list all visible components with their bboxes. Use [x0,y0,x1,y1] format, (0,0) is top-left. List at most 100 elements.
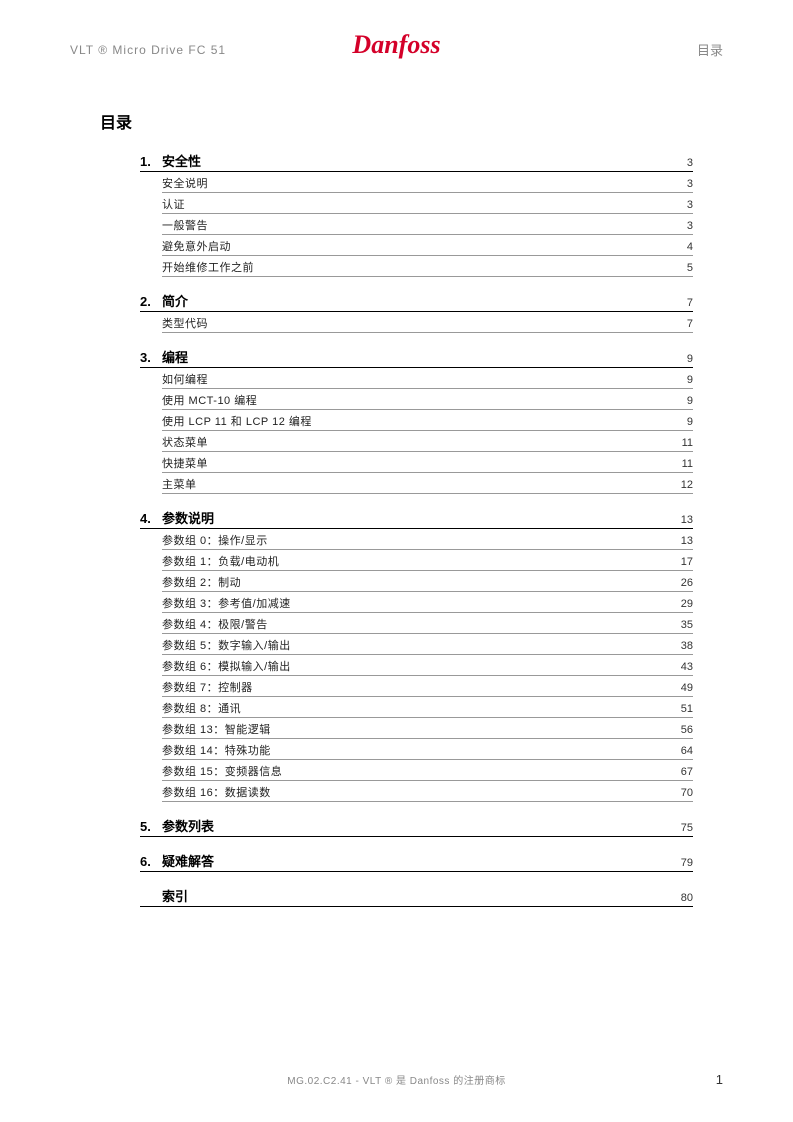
toc-section-header[interactable]: 3.编程9 [140,347,693,368]
toc-section-page: 75 [681,822,693,834]
toc-section-header[interactable]: 5.参数列表75 [140,816,693,837]
toc-item-page: 17 [681,556,693,568]
toc-items: 安全说明 3 认证 3 一般警告 3 避免意外启动 4 开始维修工作之前5 [162,172,693,277]
toc-section: 4.参数说明13参数组 0：操作/显示13参数组 1：负载/电动机17参数组 2… [140,508,693,802]
toc-item-title: 使用 LCP 11 和 LCP 12 编程 [162,413,312,429]
toc-item[interactable]: 使用 MCT-10 编程9 [162,389,693,410]
toc-item[interactable]: 参数组 6：模拟输入/输出 43 [162,655,693,676]
toc-item-title: 参数组 8：通讯 [162,700,241,716]
toc-item-page: 29 [681,598,693,610]
toc-item-title: 一般警告 [162,217,208,233]
toc-item[interactable]: 一般警告 3 [162,214,693,235]
toc-item-title: 参数组 0：操作/显示 [162,532,268,548]
danfoss-logo: Danfoss [352,30,440,59]
toc-item-title: 参数组 3：参考值/加减速 [162,595,291,611]
toc-title: 目录 [100,109,723,133]
toc-item[interactable]: 参数组 13：智能逻辑56 [162,718,693,739]
toc-item-page: 56 [681,724,693,736]
footer-text: MG.02.C2.41 - VLT ® 是 Danfoss 的注册商标 [0,1072,793,1087]
toc-item[interactable]: 参数组 4：极限/警告 35 [162,613,693,634]
toc-item-title: 安全说明 [162,175,208,191]
header-product-name: VLT ® Micro Drive FC 51 [70,43,226,57]
toc-item-page: 3 [687,178,693,190]
toc-section-title: 疑难解答 [162,851,214,870]
toc-item-title: 类型代码 [162,315,208,331]
toc-item-page: 7 [687,318,693,330]
toc-item[interactable]: 参数组 15：变频器信息 67 [162,760,693,781]
toc-item-title: 参数组 6：模拟输入/输出 [162,658,291,674]
toc-section-page: 7 [687,297,693,309]
toc-item-page: 64 [681,745,693,757]
toc-items: 类型代码 7 [162,312,693,333]
toc-item-title: 参数组 4：极限/警告 [162,616,268,632]
toc-items: 参数组 0：操作/显示13参数组 1：负载/电动机17参数组 2：制动26参数组… [162,529,693,802]
toc-section-number: 2. [140,294,162,309]
toc-item[interactable]: 参数组 2：制动 26 [162,571,693,592]
toc-item-page: 26 [681,577,693,589]
toc-section: 索引80 [140,886,693,907]
toc-item-title: 参数组 7：控制器 [162,679,253,695]
toc-item-page: 51 [681,703,693,715]
toc-item-page: 11 [682,437,693,449]
toc-section-title: 简介 [162,291,188,310]
toc-section-header[interactable]: 4.参数说明13 [140,508,693,529]
toc-item[interactable]: 快捷菜单11 [162,452,693,473]
page-header: VLT ® Micro Drive FC 51 Danfoss 目录 [70,40,723,59]
toc-item[interactable]: 避免意外启动 4 [162,235,693,256]
toc-section-page: 13 [681,514,693,526]
toc-item-title: 快捷菜单 [162,455,208,471]
toc-item-page: 4 [687,241,693,253]
footer-page-number: 1 [716,1072,723,1087]
toc-item[interactable]: 参数组 3：参考值/加减速 29 [162,592,693,613]
toc-item-page: 5 [687,262,693,274]
toc-item[interactable]: 开始维修工作之前5 [162,256,693,277]
toc-section-page: 79 [681,857,693,869]
toc-item[interactable]: 参数组 8：通讯 51 [162,697,693,718]
toc-item[interactable]: 参数组 14：特殊功能64 [162,739,693,760]
toc-item-page: 67 [681,766,693,778]
toc-item-page: 12 [681,479,693,491]
toc-item-title: 避免意外启动 [162,238,231,254]
toc-item-title: 主菜单 [162,476,197,492]
toc-item[interactable]: 状态菜单 11 [162,431,693,452]
toc-item-page: 3 [687,220,693,232]
toc-section-title: 索引 [162,886,188,905]
toc-item[interactable]: 认证 3 [162,193,693,214]
toc-item[interactable]: 参数组 5：数字输入/输出 38 [162,634,693,655]
toc-section-number: 5. [140,819,162,834]
toc-item-page: 3 [687,199,693,211]
toc-section: 2.简介 7 类型代码 7 [140,291,693,333]
toc-item-title: 认证 [162,196,185,212]
toc-item-title: 使用 MCT-10 编程 [162,392,257,408]
toc-item[interactable]: 使用 LCP 11 和 LCP 12 编程9 [162,410,693,431]
toc-item-page: 43 [681,661,693,673]
toc-item[interactable]: 参数组 0：操作/显示13 [162,529,693,550]
toc-section-number: 6. [140,854,162,869]
toc-item[interactable]: 安全说明 3 [162,172,693,193]
toc-item-title: 参数组 5：数字输入/输出 [162,637,291,653]
header-section-label: 目录 [697,40,723,59]
page-container: VLT ® Micro Drive FC 51 Danfoss 目录 目录 1.… [0,0,793,981]
toc-item[interactable]: 参数组 16：数据读数70 [162,781,693,802]
toc-item-title: 如何编程 [162,371,208,387]
toc-item[interactable]: 参数组 7：控制器49 [162,676,693,697]
toc-section-header[interactable]: 6.疑难解答 79 [140,851,693,872]
toc-section-header[interactable]: 1.安全性3 [140,151,693,172]
toc-section-header[interactable]: 索引80 [140,886,693,907]
toc-section-number: 3. [140,350,162,365]
toc-section-header[interactable]: 2.简介 7 [140,291,693,312]
toc-item-page: 35 [681,619,693,631]
toc-item-page: 9 [687,374,693,386]
toc-section-number: 1. [140,154,162,169]
table-of-contents: 1.安全性3 安全说明 3 认证 3 一般警告 3 避免意外启动 4 开始维修工作之前5 2.简介 7… [140,151,693,907]
toc-item-page: 38 [681,640,693,652]
toc-item-title: 状态菜单 [162,434,208,450]
toc-item[interactable]: 主菜单 12 [162,473,693,494]
toc-item[interactable]: 如何编程 9 [162,368,693,389]
toc-item[interactable]: 类型代码 7 [162,312,693,333]
toc-item-title: 参数组 1：负载/电动机 [162,553,279,569]
toc-section-title: 编程 [162,347,188,366]
toc-item[interactable]: 参数组 1：负载/电动机 17 [162,550,693,571]
toc-item-title: 参数组 15：变频器信息 [162,763,282,779]
toc-item-title: 参数组 2：制动 [162,574,241,590]
